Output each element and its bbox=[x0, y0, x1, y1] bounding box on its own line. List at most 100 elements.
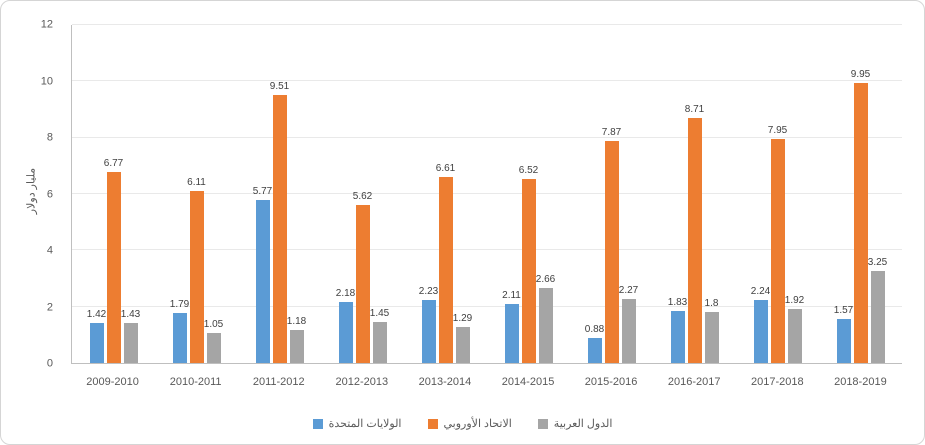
bar: 1.05 bbox=[203, 25, 224, 363]
legend-swatch bbox=[312, 418, 323, 429]
bar-value-label: 9.51 bbox=[269, 81, 290, 93]
x-axis-label: 2017-2018 bbox=[750, 376, 804, 388]
bar: 1.8 bbox=[704, 25, 719, 363]
bar-value-label: 6.52 bbox=[518, 165, 539, 177]
bar-value-label: 1.8 bbox=[704, 298, 719, 310]
y-tick-label: 12 bbox=[40, 18, 53, 31]
bar-value-label: 2.23 bbox=[418, 286, 439, 298]
legend-item: الاتحاد الأوروبي bbox=[427, 417, 512, 430]
bar: 2.23 bbox=[418, 25, 439, 363]
bar-rect bbox=[89, 323, 104, 363]
bar-rect bbox=[106, 172, 121, 363]
gridline bbox=[72, 80, 902, 82]
bar: 3.25 bbox=[868, 25, 887, 363]
bar-value-label: 1.18 bbox=[286, 315, 307, 327]
bar: 1.57 bbox=[833, 25, 854, 363]
bar: 5.77 bbox=[252, 25, 273, 363]
bar-group: 2.11 6.52 2.66 bbox=[487, 25, 570, 363]
legend-label: الاتحاد الأوروبي bbox=[443, 418, 512, 430]
bar-rect bbox=[753, 299, 768, 363]
bar: 1.83 bbox=[668, 25, 687, 363]
bar: 6.52 bbox=[518, 25, 539, 363]
bar-value-label: 1.57 bbox=[833, 304, 854, 316]
bar: 7.87 bbox=[601, 25, 622, 363]
bar-value-label: 8.71 bbox=[684, 103, 705, 115]
bar: 2.24 bbox=[750, 25, 771, 363]
x-axis-label: 2009-2010 bbox=[86, 376, 139, 388]
bar: 9.51 bbox=[269, 25, 290, 363]
bar-rect bbox=[421, 300, 436, 363]
bar-value-label: 1.42 bbox=[86, 309, 107, 321]
legend-item: الدول العربية bbox=[537, 417, 613, 430]
y-tick-label: 2 bbox=[46, 301, 53, 313]
bar-value-label: 5.62 bbox=[352, 190, 373, 202]
x-axis-labels: 2009-2010 2010-2011 2011-2012 2012-2013 2013… bbox=[71, 376, 902, 394]
bar-rect bbox=[521, 179, 536, 363]
bar: 1.29 bbox=[452, 25, 473, 363]
bar: 1.79 bbox=[169, 25, 190, 363]
gridline bbox=[72, 249, 902, 251]
y-tick-label: 10 bbox=[40, 75, 53, 87]
bar-group: 1.83 8.71 1.8 bbox=[653, 25, 736, 363]
bar-rect bbox=[770, 139, 785, 363]
gridline bbox=[72, 136, 902, 138]
gridlines bbox=[72, 24, 902, 363]
x-axis-label: 2010-2011 bbox=[169, 376, 222, 388]
bar-rect bbox=[687, 117, 702, 363]
bar-value-label: 2.27 bbox=[618, 285, 639, 297]
bar-value-label: 6.61 bbox=[435, 162, 456, 174]
bar-rect bbox=[338, 301, 353, 363]
bar-value-label: 0.88 bbox=[584, 324, 605, 336]
y-tick-label: 4 bbox=[46, 244, 53, 257]
y-tick-label: 6 bbox=[46, 188, 53, 200]
bar-rect bbox=[289, 329, 304, 363]
bar-rect bbox=[787, 308, 802, 363]
y-tick-label: 8 bbox=[46, 131, 53, 144]
bar-rect bbox=[372, 322, 387, 363]
bar-group: 1.42 6.77 1.43 bbox=[72, 25, 155, 363]
bar-rect bbox=[172, 312, 187, 363]
bar-value-label: 1.45 bbox=[369, 308, 390, 320]
bar-group: 1.79 6.11 1.05 bbox=[155, 25, 238, 363]
bar: 8.71 bbox=[684, 25, 705, 363]
bar: 6.77 bbox=[104, 25, 123, 363]
bar-rect bbox=[123, 322, 138, 363]
bar-group: 2.18 5.62 1.45 bbox=[321, 25, 404, 363]
bar-value-label: 1.79 bbox=[169, 298, 190, 310]
bar-group: 0.88 7.87 2.27 bbox=[570, 25, 653, 363]
bar-rect bbox=[438, 176, 453, 363]
bar: 9.95 bbox=[851, 25, 870, 363]
bar: 5.62 bbox=[352, 25, 373, 363]
bar-rect bbox=[621, 299, 636, 363]
bar-value-label: 2.18 bbox=[335, 287, 356, 299]
plot-area: 1.42 6.77 1.43 1.79 6.11 1.05 5.77 9.51 1.18 2.18… bbox=[71, 24, 902, 364]
bar-rect bbox=[189, 190, 204, 363]
legend-label: الدول العربية bbox=[553, 418, 613, 430]
bar: 1.92 bbox=[784, 25, 805, 363]
legend-swatch bbox=[537, 418, 548, 429]
x-axis-label: 2012-2013 bbox=[335, 376, 389, 388]
bar: 2.27 bbox=[618, 25, 639, 363]
bar: 1.45 bbox=[369, 25, 390, 363]
bar: 6.61 bbox=[435, 25, 456, 363]
bar-value-label: 1.05 bbox=[203, 319, 224, 331]
bar-rect bbox=[538, 288, 553, 363]
x-axis-label: 2018-2019 bbox=[834, 376, 887, 388]
bar-value-label: 7.87 bbox=[601, 127, 622, 139]
bar-value-label: 2.66 bbox=[535, 274, 556, 286]
legend-item: الولايات المتحدة bbox=[312, 417, 402, 430]
x-axis-label: 2015-2016 bbox=[584, 376, 638, 388]
bar: 6.11 bbox=[187, 25, 206, 363]
x-axis-label: 2011-2012 bbox=[252, 376, 305, 388]
bar-value-label: 1.92 bbox=[784, 294, 805, 306]
bar-value-label: 1.29 bbox=[452, 312, 473, 324]
bar-group: 1.57 9.95 3.25 bbox=[819, 25, 902, 363]
bar-rect bbox=[604, 141, 619, 363]
bar-value-label: 2.24 bbox=[750, 285, 771, 297]
bar-value-label: 5.77 bbox=[252, 186, 273, 198]
bar-rect bbox=[504, 303, 519, 363]
y-axis-ticks: 0 2 4 6 8 10 12 bbox=[1, 19, 63, 369]
bar-rect bbox=[255, 200, 270, 363]
bar: 0.88 bbox=[584, 25, 605, 363]
